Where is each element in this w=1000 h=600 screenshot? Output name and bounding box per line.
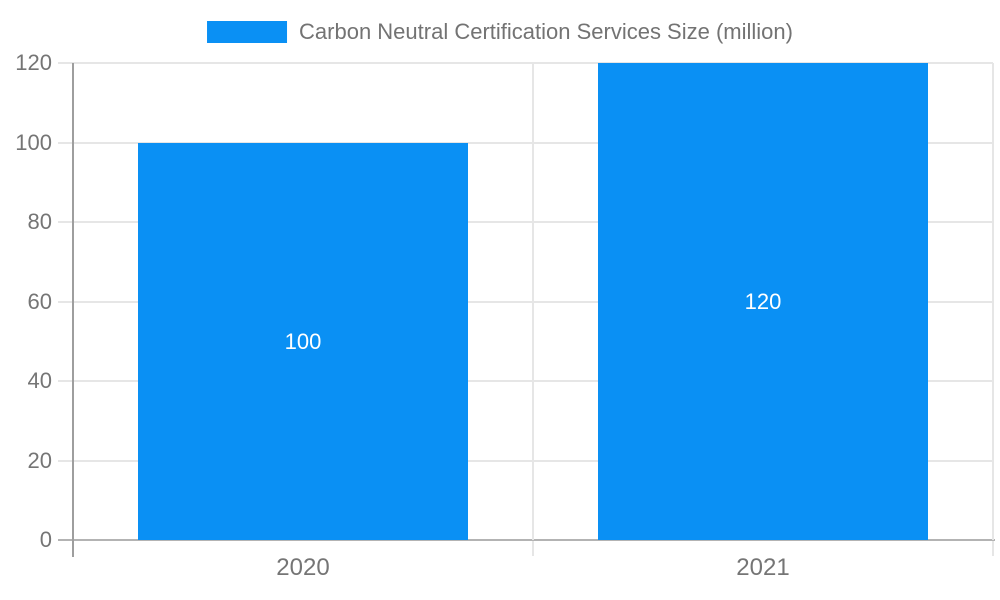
- bar-2021[interactable]: [598, 63, 928, 540]
- gridline: [58, 221, 993, 223]
- gridline: [58, 301, 993, 303]
- gridline: [992, 63, 994, 540]
- x-axis-category-label: 2021: [736, 554, 790, 581]
- y-axis-tick-label: 0: [39, 527, 52, 552]
- legend-swatch-icon: [207, 21, 288, 43]
- gridline: [58, 142, 993, 144]
- x-axis-line: [58, 539, 995, 541]
- y-axis-line: [72, 63, 74, 557]
- x-axis-tick: [992, 541, 994, 556]
- legend-item[interactable]: Carbon Neutral Certification Services Si…: [207, 20, 793, 44]
- bar-2020[interactable]: [138, 143, 468, 540]
- gridline: [58, 62, 993, 64]
- x-axis-category-label: 2020: [276, 554, 330, 581]
- y-axis-tick-label: 120: [15, 50, 52, 75]
- gridline: [58, 460, 993, 462]
- y-axis-tick-label: 80: [27, 209, 52, 234]
- bar-value-label: 120: [744, 289, 782, 314]
- bar-value-label: 100: [284, 329, 322, 354]
- gridline: [58, 380, 993, 382]
- gridline: [532, 63, 534, 540]
- y-axis-tick-label: 40: [27, 368, 52, 393]
- y-axis-tick-label: 100: [15, 130, 52, 155]
- y-axis-tick-label: 20: [27, 448, 52, 473]
- legend-label: Carbon Neutral Certification Services Si…: [299, 19, 793, 44]
- y-axis-tick-label: 60: [27, 289, 52, 314]
- x-axis-tick: [532, 541, 534, 556]
